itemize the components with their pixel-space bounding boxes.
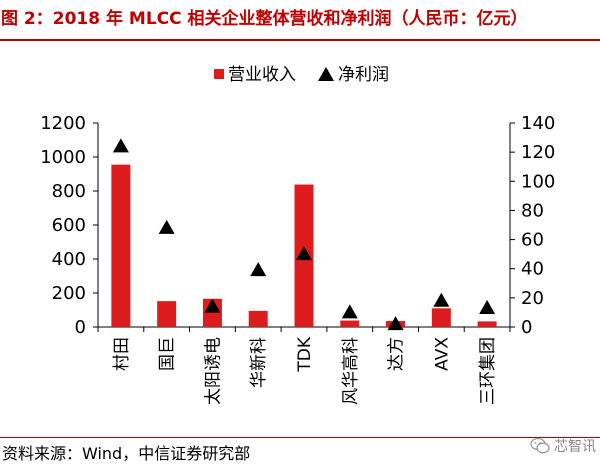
marker-net-profit bbox=[341, 304, 358, 319]
marker-net-profit bbox=[112, 138, 129, 153]
marker-net-profit bbox=[433, 292, 450, 307]
left-tick-label: 600 bbox=[52, 215, 86, 236]
wechat-icon bbox=[530, 437, 550, 454]
marker-net-profit bbox=[479, 300, 496, 315]
left-tick-label: 1200 bbox=[40, 113, 86, 134]
bar-revenue bbox=[477, 321, 497, 327]
footer-divider bbox=[0, 437, 600, 438]
right-tick-label: 0 bbox=[521, 317, 532, 338]
right-tick-label: 60 bbox=[521, 230, 544, 251]
right-tick-label: 120 bbox=[521, 142, 555, 163]
bar-revenue bbox=[340, 320, 360, 327]
bar-revenue bbox=[111, 164, 131, 327]
legend-label-revenue: 营业收入 bbox=[228, 65, 296, 85]
right-tick-label: 40 bbox=[521, 259, 544, 280]
category-label: 华新科 bbox=[249, 337, 269, 388]
bar-revenue bbox=[431, 308, 451, 327]
left-tick-label: 0 bbox=[75, 317, 86, 338]
left-tick-label: 1000 bbox=[40, 147, 86, 168]
legend-swatch-revenue bbox=[214, 69, 224, 79]
watermark: 芯智讯 bbox=[530, 436, 596, 456]
category-label: 三环集团 bbox=[478, 337, 498, 405]
category-label: 达方 bbox=[387, 337, 407, 371]
title-divider bbox=[0, 39, 600, 41]
category-label: 村田 bbox=[112, 337, 132, 371]
legend-label-profit: 净利润 bbox=[338, 65, 389, 85]
right-tick-label: 140 bbox=[521, 113, 555, 134]
legend-swatch-profit bbox=[318, 67, 334, 81]
right-tick-label: 100 bbox=[521, 171, 555, 192]
category-label: TDK bbox=[295, 336, 315, 372]
chart-title: 图 2：2018 年 MLCC 相关企业整体营收和净利润（人民币：亿元） bbox=[1, 9, 528, 29]
watermark-text: 芯智讯 bbox=[554, 439, 596, 455]
marker-net-profit bbox=[204, 298, 221, 313]
bar-revenue bbox=[248, 310, 268, 327]
left-tick-label: 800 bbox=[52, 181, 86, 202]
revenue-profit-chart: 0 200 400 600 800 1000 1200 0 20 40 60 80 100 120 140 村… bbox=[40, 65, 555, 405]
category-label: AVX bbox=[432, 337, 452, 371]
right-tick-label: 20 bbox=[521, 288, 544, 309]
left-tick-label: 200 bbox=[52, 283, 86, 304]
category-label: 太阳诱电 bbox=[203, 337, 223, 405]
marker-net-profit bbox=[296, 246, 312, 261]
marker-net-profit bbox=[158, 219, 175, 234]
bar-revenue bbox=[157, 301, 177, 327]
right-tick-label: 80 bbox=[521, 200, 544, 221]
left-tick-label: 400 bbox=[52, 249, 86, 270]
source-note: 资料来源：Wind，中信证券研究部 bbox=[2, 444, 251, 463]
category-label: 国巨 bbox=[158, 337, 178, 371]
bar-revenue bbox=[202, 298, 222, 327]
marker-net-profit bbox=[250, 262, 267, 277]
marker-net-profit bbox=[387, 316, 404, 331]
category-label: 风华高科 bbox=[341, 337, 361, 405]
